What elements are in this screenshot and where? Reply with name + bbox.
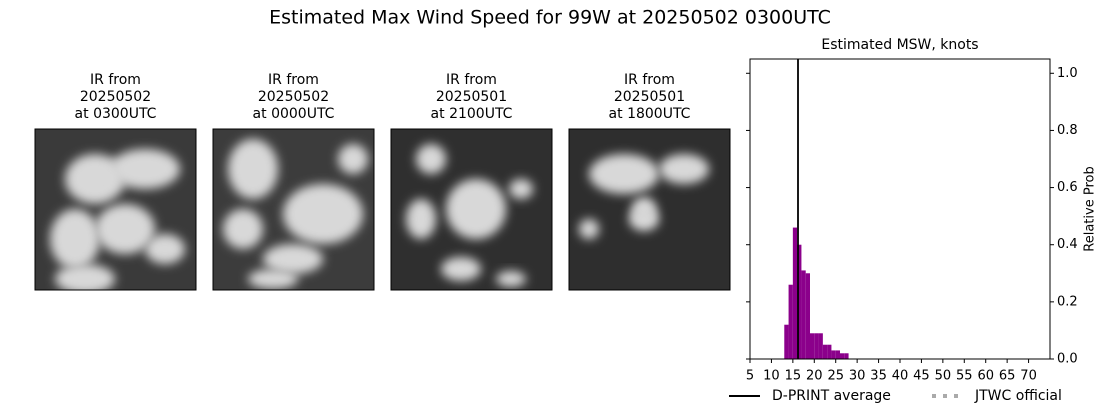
bar <box>805 273 810 359</box>
cloud <box>65 154 125 204</box>
x-tick-label: 30 <box>849 369 866 384</box>
cloud <box>223 209 263 249</box>
x-tick-label: 35 <box>870 369 887 384</box>
x-tick-label: 60 <box>977 369 994 384</box>
legend-label: JTWC official <box>974 388 1062 404</box>
bar <box>827 344 832 359</box>
x-tick-label: 5 <box>746 369 754 384</box>
ir-content <box>569 129 730 290</box>
panel-title: 20250501 <box>614 89 685 105</box>
y-tick-label: 0.4 <box>1057 237 1078 252</box>
bar <box>788 284 793 359</box>
bar <box>784 324 789 359</box>
bar <box>810 333 815 359</box>
cloud <box>338 144 368 174</box>
cloud <box>145 234 185 264</box>
cloud <box>509 179 533 199</box>
x-tick-label: 25 <box>827 369 844 384</box>
panel-title: 20250502 <box>258 89 329 105</box>
y-tick-label: 0.8 <box>1057 123 1078 138</box>
ir-image <box>568 128 731 291</box>
cloud <box>50 209 100 269</box>
bar <box>792 227 798 359</box>
legend-label: D-PRINT average <box>772 388 891 404</box>
cloud <box>659 154 709 184</box>
histogram-chart: Estimated MSW, knots 5 10 15 20 25 30 35 40 45 50 5… <box>729 37 1098 404</box>
y-tick-label: 1.0 <box>1057 66 1078 81</box>
panel-frame <box>34 128 197 291</box>
bar <box>840 353 845 359</box>
cloud <box>441 257 481 281</box>
y-tick-label: 0.0 <box>1057 352 1078 367</box>
panel-frame <box>568 128 731 291</box>
y-axis-label: Relative Prob <box>1083 166 1098 251</box>
chart-title: Estimated MSW, knots <box>821 37 978 53</box>
panel-title: at 0000UTC <box>253 106 335 122</box>
cloud <box>579 219 599 239</box>
figure-title: Estimated Max Wind Speed for 99W at 2025… <box>269 7 831 29</box>
ir-image <box>34 128 197 291</box>
panel-frame <box>212 128 375 291</box>
ir-image <box>390 128 553 291</box>
y-tick-label: 0.2 <box>1057 294 1078 309</box>
cloud <box>263 244 323 274</box>
cloud <box>496 271 526 287</box>
bar <box>818 333 823 359</box>
panel-title: IR from <box>624 72 675 88</box>
cloud <box>228 139 278 199</box>
panel-title: at 2100UTC <box>431 106 513 122</box>
panel-title: IR from <box>446 72 497 88</box>
x-tick-label: 15 <box>785 369 802 384</box>
cloud <box>589 154 659 194</box>
bar <box>801 270 806 359</box>
ir-content <box>213 129 374 290</box>
cloud <box>629 207 659 231</box>
x-tick-label: 20 <box>806 369 823 384</box>
ir-image <box>212 128 375 291</box>
x-tick-label: 10 <box>763 369 780 384</box>
panel-title: 20250501 <box>436 89 507 105</box>
bar <box>835 350 840 359</box>
panel-title: IR from <box>268 72 319 88</box>
panel-title: 20250502 <box>80 89 151 105</box>
ir-content <box>391 129 552 290</box>
x-tick-label: 40 <box>892 369 909 384</box>
x-tick-label: 55 <box>956 369 973 384</box>
bar <box>814 333 819 359</box>
cloud <box>248 269 298 289</box>
panel-frame <box>390 128 553 291</box>
cloud <box>95 204 155 254</box>
bar <box>844 353 849 359</box>
bar <box>822 344 828 359</box>
ir-content <box>35 129 196 290</box>
cloud <box>446 179 506 239</box>
cloud <box>416 144 446 174</box>
cloud <box>406 199 436 239</box>
cloud <box>110 149 180 189</box>
bar <box>797 244 802 359</box>
x-tick-label: 65 <box>999 369 1016 384</box>
x-tick-label: 45 <box>913 369 930 384</box>
cloud <box>283 184 363 244</box>
panel-title: at 1800UTC <box>609 106 691 122</box>
panel-title: at 0300UTC <box>75 106 157 122</box>
cloud <box>55 264 115 290</box>
x-tick-label: 50 <box>935 369 952 384</box>
panel-title: IR from <box>90 72 141 88</box>
y-tick-label: 0.6 <box>1057 180 1078 195</box>
x-tick-label: 70 <box>1020 369 1037 384</box>
bar <box>831 350 836 359</box>
